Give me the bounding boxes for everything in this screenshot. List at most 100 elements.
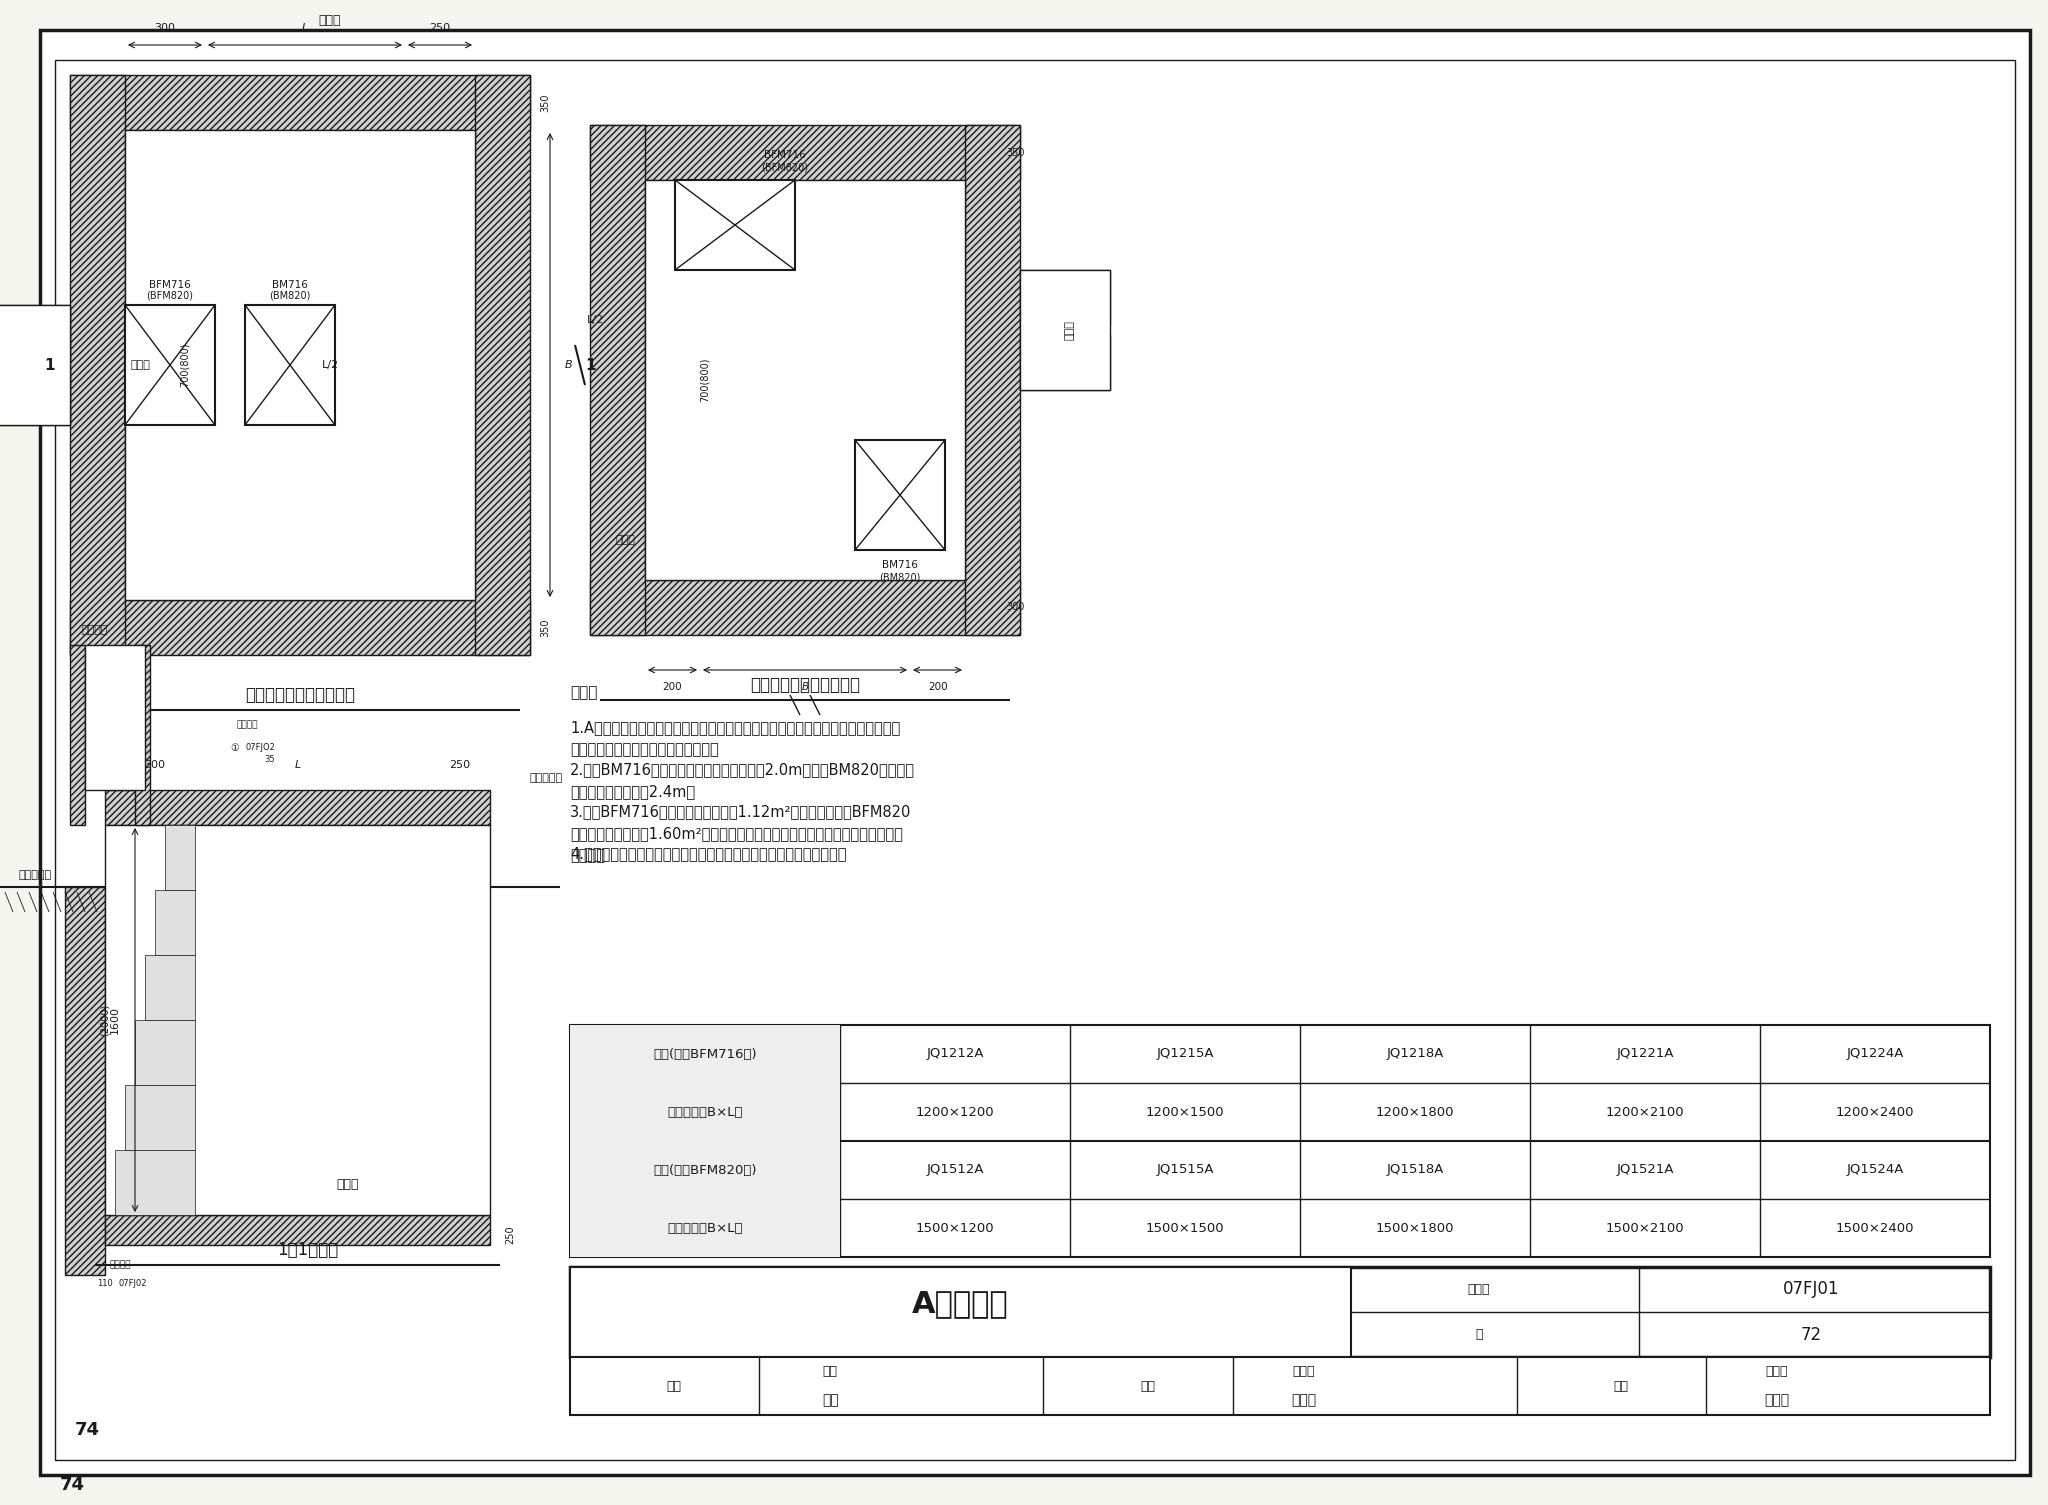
Text: 74: 74 bbox=[76, 1421, 100, 1439]
Text: B: B bbox=[801, 682, 809, 692]
Text: 350: 350 bbox=[541, 93, 551, 111]
Text: 1－1剖面图: 1－1剖面图 bbox=[276, 1242, 338, 1260]
Text: 250: 250 bbox=[430, 23, 451, 33]
Bar bbox=[125, 129, 475, 600]
Text: 集气室平面图（方案一）: 集气室平面图（方案一） bbox=[246, 686, 354, 704]
Text: JQ1215A: JQ1215A bbox=[1157, 1047, 1214, 1061]
Text: JQ1524A: JQ1524A bbox=[1847, 1163, 1905, 1177]
Bar bbox=[104, 790, 489, 825]
Bar bbox=[590, 125, 1020, 181]
Text: 350: 350 bbox=[1006, 147, 1024, 158]
Bar bbox=[86, 646, 145, 790]
Bar bbox=[156, 889, 195, 956]
Bar bbox=[569, 1084, 840, 1141]
Text: JQ1212A: JQ1212A bbox=[926, 1047, 983, 1061]
Text: 说明：: 说明： bbox=[569, 685, 598, 700]
Text: B: B bbox=[565, 360, 573, 370]
Text: 1200×1200: 1200×1200 bbox=[915, 1106, 995, 1118]
Text: 体一致。: 体一致。 bbox=[569, 847, 604, 862]
Text: JQ1512A: JQ1512A bbox=[926, 1163, 983, 1177]
Text: 07FJO2: 07FJO2 bbox=[246, 743, 274, 752]
Text: JQ1515A: JQ1515A bbox=[1157, 1163, 1214, 1177]
Text: 1500×1500: 1500×1500 bbox=[1145, 1222, 1225, 1234]
Text: JQ1218A: JQ1218A bbox=[1386, 1047, 1444, 1061]
Text: 300: 300 bbox=[145, 760, 166, 771]
Bar bbox=[1020, 336, 1110, 390]
Text: 室外地平面: 室外地平面 bbox=[18, 870, 51, 880]
Bar bbox=[0, 370, 70, 424]
Text: 审核: 审核 bbox=[668, 1380, 682, 1392]
Text: 集气室: 集气室 bbox=[1065, 321, 1075, 340]
Bar bbox=[104, 1215, 489, 1245]
Text: 硕群: 硕群 bbox=[821, 1394, 840, 1407]
Text: 通风竖井: 通风竖井 bbox=[82, 625, 109, 635]
Text: 集气室平面图（方案二）: 集气室平面图（方案二） bbox=[750, 676, 860, 694]
Text: 1200×2100: 1200×2100 bbox=[1606, 1106, 1683, 1118]
Bar bbox=[66, 886, 104, 1275]
Text: 200: 200 bbox=[928, 682, 948, 692]
Text: 250: 250 bbox=[506, 1225, 514, 1245]
Bar bbox=[569, 1025, 840, 1084]
Text: (BFM820): (BFM820) bbox=[147, 290, 193, 299]
Bar bbox=[569, 1199, 840, 1257]
Text: 通风管: 通风管 bbox=[614, 534, 635, 545]
Text: 做法参见: 做法参见 bbox=[109, 1261, 131, 1270]
Bar bbox=[70, 646, 86, 825]
Bar bbox=[125, 1085, 195, 1150]
Text: JQ1224A: JQ1224A bbox=[1847, 1047, 1905, 1061]
Text: 顾群: 顾群 bbox=[823, 1365, 838, 1379]
Text: 集气室净高不应小于2.4m。: 集气室净高不应小于2.4m。 bbox=[569, 784, 694, 799]
Bar bbox=[166, 825, 195, 889]
Bar bbox=[569, 1267, 1352, 1358]
Text: 平面尺寸（B×L）: 平面尺寸（B×L） bbox=[668, 1222, 743, 1234]
Bar bbox=[70, 600, 530, 655]
Text: 做法参见: 做法参见 bbox=[236, 721, 258, 730]
Text: (BM820): (BM820) bbox=[270, 290, 311, 299]
Text: L/2: L/2 bbox=[322, 360, 338, 370]
Text: 型号(采用BFM820时): 型号(采用BFM820时) bbox=[653, 1163, 758, 1177]
Text: 72: 72 bbox=[1800, 1326, 1821, 1344]
Text: 300: 300 bbox=[154, 23, 176, 33]
Text: 110: 110 bbox=[96, 1279, 113, 1287]
Bar bbox=[135, 1020, 195, 1085]
Text: 350: 350 bbox=[541, 619, 551, 637]
Text: 700(800): 700(800) bbox=[700, 358, 711, 402]
Bar bbox=[125, 306, 215, 424]
Text: 1.A型集气室适用于战时地下室主体要求防毒，并允许间断通风的战时通风口或平战: 1.A型集气室适用于战时地下室主体要求防毒，并允许间断通风的战时通风口或平战 bbox=[569, 719, 901, 734]
Text: 1600: 1600 bbox=[111, 1005, 121, 1034]
Text: 74: 74 bbox=[59, 1476, 86, 1494]
Text: BFM716: BFM716 bbox=[764, 150, 805, 160]
Text: 李宝明: 李宝明 bbox=[1292, 1365, 1315, 1379]
Text: 防护密闭门时可提供1.60m²过风面积。防护密闭门的抗力等级应与防空地下室主: 防护密闭门时可提供1.60m²过风面积。防护密闭门的抗力等级应与防空地下室主 bbox=[569, 826, 903, 841]
Text: (BM820): (BM820) bbox=[879, 573, 922, 582]
Text: 叁贡中: 叁贡中 bbox=[1765, 1394, 1790, 1407]
Text: 通风管: 通风管 bbox=[131, 360, 150, 370]
Bar bbox=[569, 1358, 1991, 1415]
Text: 35: 35 bbox=[264, 756, 274, 765]
Bar bbox=[145, 956, 195, 1020]
Text: 集气室: 集气室 bbox=[336, 1178, 358, 1192]
Text: A型集气室: A型集气室 bbox=[911, 1290, 1010, 1318]
Bar bbox=[1020, 269, 1110, 390]
Text: 1500×1200: 1500×1200 bbox=[915, 1222, 995, 1234]
Text: JQ1518A: JQ1518A bbox=[1386, 1163, 1444, 1177]
Bar bbox=[569, 1141, 840, 1199]
Text: 图集号: 图集号 bbox=[1468, 1282, 1491, 1296]
Bar bbox=[965, 125, 1020, 635]
Text: 室内地平面: 室内地平面 bbox=[530, 774, 563, 783]
Bar bbox=[1020, 269, 1110, 325]
Bar bbox=[645, 181, 965, 579]
Text: 2.采用BM716密闭门时集气室净高不应小于2.0m，采用BM820密闭门时: 2.采用BM716密闭门时集气室净高不应小于2.0m，采用BM820密闭门时 bbox=[569, 762, 915, 777]
Text: (BFM820): (BFM820) bbox=[762, 163, 809, 172]
Circle shape bbox=[217, 716, 254, 752]
Text: 250: 250 bbox=[449, 760, 471, 771]
Bar bbox=[70, 75, 125, 655]
Text: 平面尺寸（B×L）: 平面尺寸（B×L） bbox=[668, 1106, 743, 1118]
Text: 两用通风口，可兼作战时备用出入口。: 两用通风口，可兼作战时备用出入口。 bbox=[569, 742, 719, 757]
Text: 300: 300 bbox=[1008, 602, 1024, 613]
Text: 型号(采用BFM716时): 型号(采用BFM716时) bbox=[653, 1047, 758, 1061]
Text: 4.集气室的层高按工程实际尺寸设计，集气室的常用平面尺寸见下表。: 4.集气室的层高按工程实际尺寸设计，集气室的常用平面尺寸见下表。 bbox=[569, 846, 846, 861]
Text: 1200×1500: 1200×1500 bbox=[1145, 1106, 1225, 1118]
Bar bbox=[569, 1025, 1991, 1257]
Text: 李沼明: 李沼明 bbox=[1290, 1394, 1317, 1407]
